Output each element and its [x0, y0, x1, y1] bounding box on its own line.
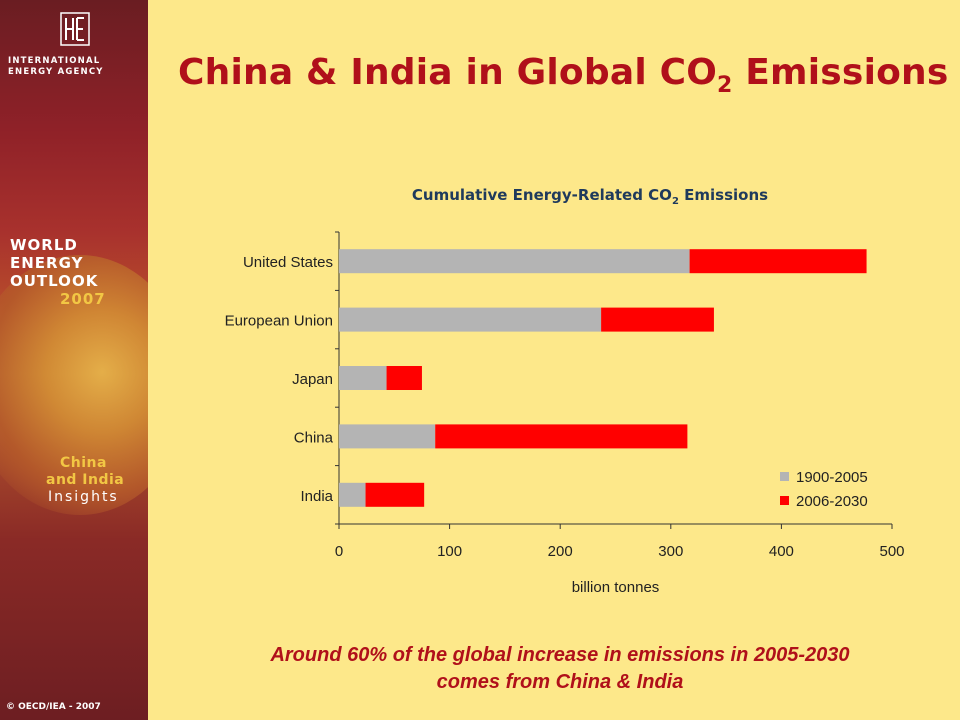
- caption-line1: Around 60% of the global increase in emi…: [270, 644, 850, 666]
- insight-line3: Insights: [48, 489, 119, 505]
- page-title: China & India in Global CO2 Emissions: [178, 52, 949, 99]
- category-label: European Union: [225, 313, 333, 330]
- agency-name-line1: INTERNATIONAL: [8, 56, 101, 66]
- bar-united-states-2006-2030: [689, 249, 867, 274]
- agency-name-line2: ENERGY AGENCY: [8, 67, 104, 77]
- bar-japan-1900-2005: [339, 366, 387, 390]
- category-label: China: [294, 429, 334, 446]
- bar-european-union-2006-2030: [601, 307, 714, 332]
- caption-line2: comes from China & India: [436, 671, 684, 693]
- iea-logo-icon: [60, 12, 90, 46]
- bar-india-1900-2005: [339, 482, 366, 507]
- insight-line2: and India: [46, 472, 125, 488]
- bar-china-1900-2005: [339, 424, 436, 449]
- copyright-notice: © OECD/IEA - 2007: [6, 702, 101, 712]
- slide-caption: Around 60% of the global increase in emi…: [170, 642, 950, 696]
- bar-united-states-1900-2005: [339, 249, 690, 274]
- legend-swatch: [780, 472, 789, 481]
- x-tick-label: 100: [437, 543, 462, 560]
- x-tick-label: 400: [769, 543, 794, 560]
- bar-india-2006-2030: [365, 482, 425, 507]
- legend-swatch: [780, 496, 789, 505]
- x-tick-label: 500: [879, 543, 904, 560]
- weo-year: 2007: [60, 290, 106, 308]
- x-tick-label: 200: [548, 543, 573, 560]
- legend-label: 2006-2030: [796, 493, 868, 510]
- chart-title: Cumulative Energy-Related CO2 Emissions: [411, 186, 769, 207]
- x-axis-label: billion tonnes: [572, 579, 660, 596]
- globe-graphic: [0, 255, 148, 515]
- x-tick-label: 300: [658, 543, 683, 560]
- bar-japan-2006-2030: [386, 366, 422, 390]
- category-label: Japan: [292, 371, 333, 388]
- category-label: India: [300, 488, 333, 505]
- category-label: United States: [243, 254, 333, 271]
- bar-european-union-1900-2005: [339, 307, 602, 332]
- insight-line1: China: [60, 455, 107, 471]
- weo-line2: ENERGY: [10, 254, 84, 272]
- bar-china-2006-2030: [435, 424, 688, 449]
- x-tick-label: 0: [335, 543, 343, 560]
- legend-label: 1900-2005: [796, 469, 868, 486]
- sidebar: INTERNATIONAL ENERGY AGENCY WORLD ENERGY…: [0, 0, 148, 720]
- weo-line1: WORLD: [10, 236, 78, 254]
- weo-line3: OUTLOOK: [10, 272, 99, 290]
